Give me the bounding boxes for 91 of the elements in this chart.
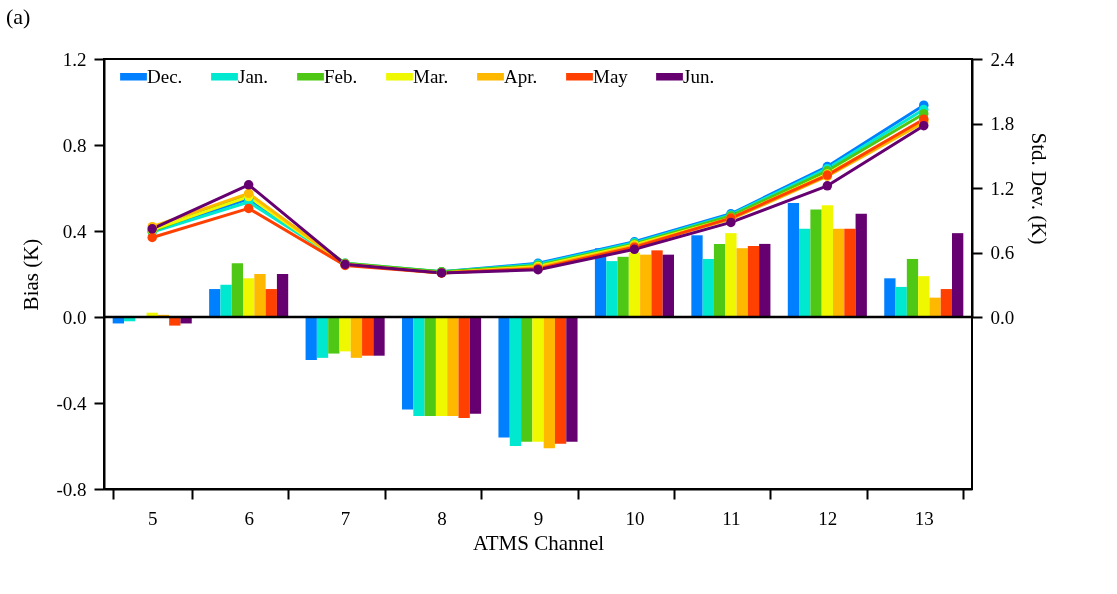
bar <box>328 317 340 354</box>
bar <box>402 317 414 410</box>
y-tick-label: 0.4 <box>62 220 87 242</box>
bar <box>458 317 470 419</box>
bar <box>702 258 714 317</box>
bar <box>220 284 232 317</box>
bar <box>231 263 244 317</box>
x-tick-label: 9 <box>533 507 544 529</box>
bar <box>651 250 663 317</box>
bar <box>413 317 425 416</box>
bar <box>691 235 703 317</box>
x-tick-label: 12 <box>818 507 838 529</box>
legend-label: Jan. <box>238 65 269 87</box>
point <box>147 232 157 243</box>
legend-label: Jun. <box>683 65 715 87</box>
legend-label: May <box>593 65 629 87</box>
bar <box>662 254 674 317</box>
bar <box>554 317 567 444</box>
y-tick-label: 0.0 <box>62 306 87 328</box>
bar <box>447 317 459 416</box>
bar <box>940 289 953 317</box>
bar <box>799 228 811 317</box>
bar <box>305 317 317 360</box>
x-tick-label: 13 <box>914 507 934 529</box>
y-tick-label: 0.8 <box>62 134 87 156</box>
bar <box>509 317 522 446</box>
bar <box>787 203 800 317</box>
bar <box>725 233 737 317</box>
bar <box>832 228 845 317</box>
bar <box>469 317 482 414</box>
bar <box>929 297 941 317</box>
bar <box>243 278 255 317</box>
legend-label: Dec. <box>147 65 183 87</box>
x-tick-label: 5 <box>147 507 158 529</box>
x-tick-label: 6 <box>244 507 254 529</box>
legend-label: Apr. <box>504 65 538 87</box>
y-tick-label: 1.2 <box>62 48 87 70</box>
bar <box>362 317 374 356</box>
bar <box>606 261 618 317</box>
bar <box>543 317 555 449</box>
bar <box>254 274 266 317</box>
bar <box>617 256 629 317</box>
bar <box>498 317 510 438</box>
legend-label: Mar. <box>413 65 449 87</box>
bar <box>566 317 578 442</box>
x-tick-label: 11 <box>722 507 741 529</box>
bar <box>373 317 385 356</box>
bar <box>713 243 726 317</box>
x-tick-label: 10 <box>625 507 645 529</box>
bar <box>844 228 856 317</box>
bar <box>209 289 221 317</box>
y2-tick-label: 1.2 <box>990 177 1015 199</box>
point <box>822 181 833 191</box>
bar <box>339 317 351 352</box>
bar <box>265 289 277 317</box>
bar <box>521 317 533 442</box>
bar <box>532 317 544 442</box>
bar <box>747 246 760 317</box>
point <box>243 180 254 190</box>
bar <box>759 243 771 317</box>
bar <box>350 317 363 358</box>
point <box>243 203 254 214</box>
bar <box>821 205 833 317</box>
bar <box>276 274 289 317</box>
bar <box>424 317 436 416</box>
bar <box>895 286 907 317</box>
bar <box>906 258 919 317</box>
y2-tick-label: 1.8 <box>990 113 1015 134</box>
y-tick-label: -0.4 <box>56 392 87 414</box>
bar <box>736 248 748 317</box>
y-tick-label: -0.8 <box>56 478 87 500</box>
text: (a) <box>6 4 31 30</box>
y2-tick-label: 0.0 <box>990 306 1015 328</box>
x-tick-label: 8 <box>437 507 447 529</box>
bar <box>435 317 448 416</box>
bar <box>640 254 652 317</box>
x-tick-label: 7 <box>340 507 351 529</box>
y-axis-title: Bias (K) <box>19 238 44 311</box>
point <box>726 217 736 228</box>
bar <box>316 317 329 358</box>
y2-axis-title: Std. Dev. (K) <box>1027 132 1052 245</box>
bar <box>628 252 641 317</box>
x-axis-title: ATMS Channel <box>472 530 605 555</box>
y2-tick-label: 2.4 <box>990 48 1015 70</box>
bar <box>884 278 896 317</box>
legend-label: Feb. <box>324 65 358 87</box>
y2-tick-label: 0.6 <box>990 242 1015 263</box>
bar <box>855 213 867 317</box>
bar <box>918 276 930 317</box>
bar <box>810 209 822 317</box>
bar <box>952 233 964 317</box>
